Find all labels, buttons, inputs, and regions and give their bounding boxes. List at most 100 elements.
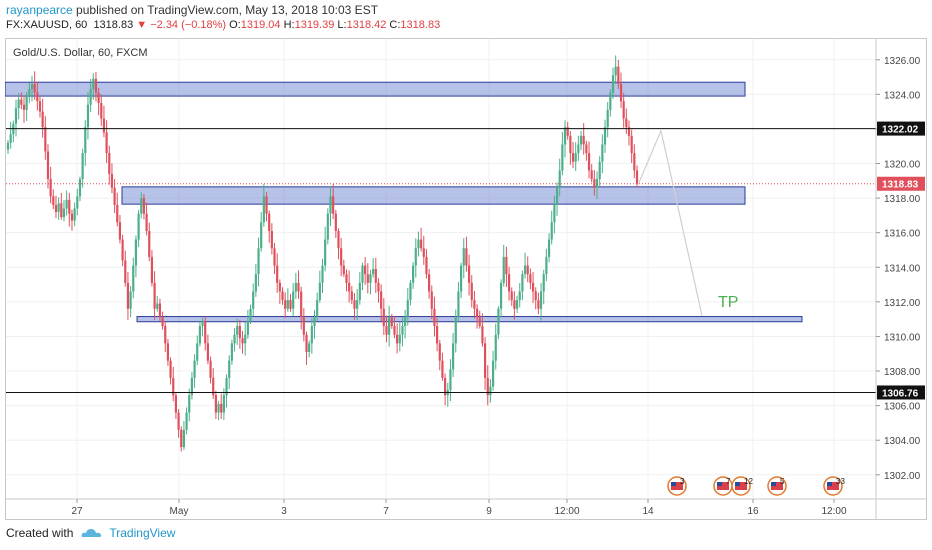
candle bbox=[521, 270, 524, 301]
candle bbox=[116, 192, 119, 227]
candle bbox=[206, 334, 209, 365]
event-count: 12 bbox=[744, 477, 753, 486]
candle bbox=[396, 323, 399, 354]
candle bbox=[436, 317, 439, 352]
candle bbox=[555, 182, 559, 216]
candle bbox=[102, 105, 106, 138]
candle bbox=[462, 238, 465, 279]
level-label: 1322.02 bbox=[882, 125, 919, 136]
candle bbox=[494, 323, 497, 370]
candle bbox=[188, 388, 191, 422]
candle bbox=[475, 304, 479, 329]
candle bbox=[217, 400, 220, 421]
published-text: published on TradingView.com, May 13, 20… bbox=[72, 3, 379, 17]
level-label-bg bbox=[877, 385, 925, 400]
candle bbox=[174, 392, 178, 419]
candle bbox=[449, 359, 452, 401]
candle bbox=[273, 242, 276, 275]
candle bbox=[244, 322, 247, 356]
price-axis[interactable]: 1326.001324.001322.001320.001318.001316.… bbox=[875, 38, 925, 520]
candle bbox=[390, 313, 393, 329]
candle bbox=[364, 257, 367, 285]
candle bbox=[196, 335, 199, 366]
candle bbox=[467, 254, 471, 296]
candle bbox=[545, 248, 548, 282]
candle bbox=[46, 144, 50, 189]
event-flag-icon[interactable]: 7 bbox=[713, 476, 733, 496]
projection-path[interactable] bbox=[638, 128, 703, 316]
candle bbox=[614, 55, 617, 85]
event-flag-icon[interactable]: 33 bbox=[823, 476, 845, 496]
chart-frame bbox=[5, 38, 927, 520]
candle bbox=[180, 426, 183, 452]
candle bbox=[52, 189, 55, 210]
y-tick-label: 1320.00 bbox=[884, 160, 921, 171]
candle bbox=[105, 120, 108, 163]
candle bbox=[286, 288, 289, 312]
candle bbox=[62, 200, 66, 222]
event-flag-icon[interactable]: 12 bbox=[731, 476, 753, 496]
candle bbox=[302, 308, 305, 342]
tradingview-link[interactable]: TradingView bbox=[109, 526, 176, 540]
change-arrow-icon: ▼ bbox=[136, 19, 148, 31]
candle bbox=[334, 209, 337, 239]
candle bbox=[348, 270, 351, 303]
candle bbox=[505, 246, 508, 287]
tp-zone[interactable] bbox=[136, 316, 803, 323]
author-link[interactable]: rayanpearce bbox=[6, 3, 73, 17]
candle bbox=[577, 135, 580, 161]
candle bbox=[190, 371, 194, 400]
high-value: 1319.39 bbox=[294, 19, 335, 31]
candle bbox=[225, 374, 228, 408]
tp-annotation: TP bbox=[718, 294, 738, 311]
open-value: 1319.04 bbox=[240, 19, 281, 31]
candle bbox=[30, 75, 34, 102]
x-tick-label: 7 bbox=[383, 506, 389, 517]
publish-line: rayanpearce published on TradingView.com… bbox=[6, 3, 440, 18]
candle bbox=[204, 316, 207, 351]
candle bbox=[209, 356, 212, 384]
candle bbox=[627, 120, 631, 146]
candle bbox=[502, 244, 505, 287]
candle bbox=[478, 310, 481, 329]
candle bbox=[153, 271, 156, 320]
time-axis[interactable]: 27 May 3 7 9 12:00 14 16 12:00 bbox=[5, 498, 927, 517]
candle bbox=[260, 211, 263, 252]
resistance-zone[interactable] bbox=[4, 81, 746, 97]
candle bbox=[60, 192, 63, 220]
candle bbox=[214, 390, 217, 420]
event-count: 33 bbox=[836, 477, 845, 486]
candle bbox=[124, 250, 127, 287]
candle bbox=[212, 368, 215, 399]
event-flag-icon[interactable]: 5 bbox=[767, 476, 787, 496]
y-tick-label: 1326.00 bbox=[884, 56, 921, 67]
candles-layer bbox=[6, 55, 639, 452]
candle bbox=[6, 140, 10, 154]
candle bbox=[148, 222, 151, 262]
event-count: 7 bbox=[726, 477, 731, 486]
x-tick-label: 12:00 bbox=[554, 506, 579, 517]
candle bbox=[166, 339, 170, 366]
candle bbox=[630, 129, 633, 164]
event-count: 5 bbox=[780, 477, 785, 486]
candle bbox=[566, 121, 569, 140]
y-tick-label: 1310.00 bbox=[884, 332, 921, 343]
x-tick-label: 12:00 bbox=[821, 506, 846, 517]
candle bbox=[569, 131, 572, 165]
event-flag-icon[interactable]: 3 bbox=[667, 476, 687, 496]
candle bbox=[542, 269, 545, 305]
candle bbox=[252, 283, 255, 317]
created-with-text: Created with bbox=[6, 526, 74, 540]
y-tick-label: 1324.00 bbox=[884, 90, 921, 101]
candle bbox=[182, 421, 186, 451]
candle bbox=[617, 59, 620, 89]
candle bbox=[193, 354, 196, 388]
tradingview-cloud-icon bbox=[81, 527, 103, 539]
support-zone-upper[interactable] bbox=[121, 186, 746, 205]
level-label: 1306.76 bbox=[882, 388, 919, 399]
candle bbox=[57, 197, 60, 220]
candle bbox=[433, 296, 436, 337]
x-tick-label: 27 bbox=[71, 506, 83, 517]
